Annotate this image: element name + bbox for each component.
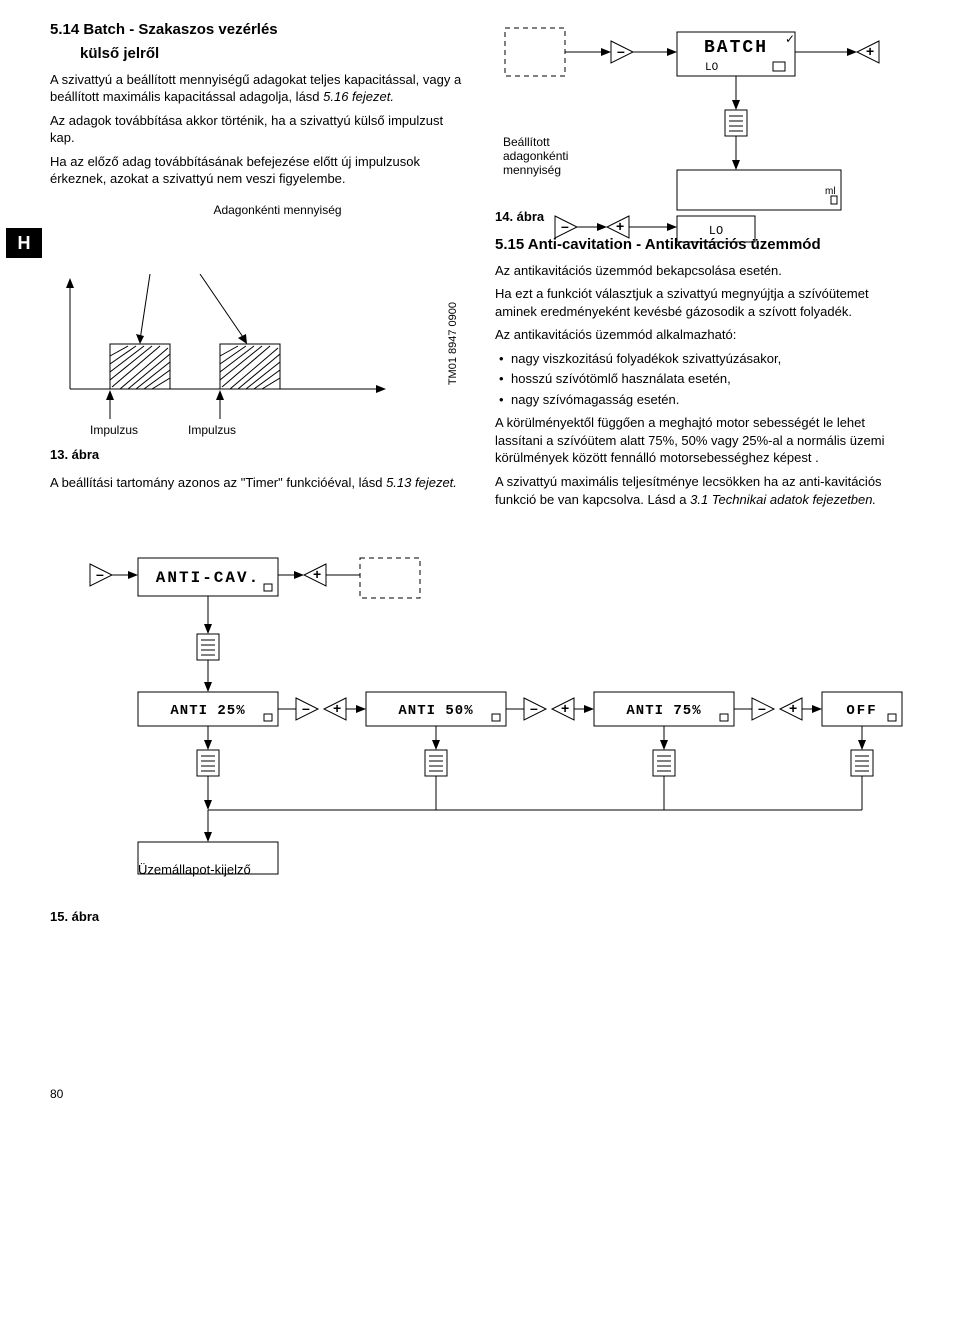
svg-text:–: –	[758, 700, 766, 716]
figure-15: – ANTI-CAV. + ANTI 25% – +	[50, 554, 910, 926]
svg-text:–: –	[96, 566, 104, 582]
ref-italic: 3.1 Technikai adatok fejezetben.	[690, 492, 876, 507]
svg-text:–: –	[561, 218, 569, 234]
para: Ha ezt a funkciót választjuk a szivattyú…	[495, 285, 910, 320]
subhead-text: 5.15 Anti-cavitation - Antikavitációs üz…	[495, 236, 821, 253]
svg-text:ml: ml	[825, 186, 836, 197]
columns: 5.14 Batch - Szakaszos vezérlés külső je…	[50, 20, 910, 514]
svg-text:–: –	[302, 700, 310, 716]
svg-text:–: –	[617, 43, 625, 59]
svg-text:+: +	[866, 43, 874, 59]
impulse-label: Impulzus	[188, 422, 236, 438]
svg-text:✓: ✓	[785, 32, 795, 46]
fig13-code: TM01 8947 0900	[446, 302, 461, 385]
ref-italic: 5.13 fejezet.	[386, 475, 457, 490]
svg-text:+: +	[313, 566, 321, 582]
svg-text:–: –	[530, 700, 538, 716]
fig13-chart	[50, 274, 390, 424]
list-item: nagy szívómagasság esetén.	[499, 391, 910, 409]
para: Az adagok továbbítása akkor történik, ha…	[50, 112, 465, 147]
left-column: 5.14 Batch - Szakaszos vezérlés külső je…	[50, 20, 465, 514]
list-item: nagy viszkozitású folyadékok szivattyúzá…	[499, 350, 910, 368]
svg-text:OFF: OFF	[846, 703, 877, 719]
page-number: 80	[50, 1086, 910, 1102]
bullet-list: nagy viszkozitású folyadékok szivattyúzá…	[495, 350, 910, 409]
section-subtitle: külső jelről	[50, 44, 465, 64]
right-column: – BATCH LO ✓ +	[495, 20, 910, 514]
impulse-label: Impulzus	[90, 422, 138, 438]
figure-14: – BATCH LO ✓ +	[495, 20, 910, 298]
lcd-batch-text: BATCH	[704, 38, 768, 58]
fig13-top-label: Adagonkénti mennyiség	[50, 202, 465, 218]
svg-text:+: +	[789, 700, 797, 716]
language-tab: H	[6, 228, 465, 258]
svg-text:+: +	[616, 218, 624, 234]
fig15-svg: – ANTI-CAV. + ANTI 25% – +	[50, 554, 910, 884]
list-item: hosszú szívótömlő használata esetén,	[499, 370, 910, 388]
text: A beállítási tartomány azonos az "Timer"…	[50, 475, 386, 490]
text: A szivattyú a beállított mennyiségű adag…	[50, 72, 461, 105]
svg-text:+: +	[333, 700, 341, 716]
section-title: 5.14 Batch - Szakaszos vezérlés	[50, 20, 465, 40]
svg-text:ANTI 75%: ANTI 75%	[626, 703, 701, 719]
para: A beállítási tartomány azonos az "Timer"…	[50, 474, 465, 492]
figure-13: TM01 8947 0900	[50, 264, 465, 424]
svg-text:ANTI 25%: ANTI 25%	[170, 703, 245, 719]
para: Az antikavitációs üzemmód bekapcsolása e…	[495, 262, 910, 280]
para: Ha az előző adag továbbításának befejezé…	[50, 153, 465, 188]
svg-text:+: +	[561, 700, 569, 716]
para: A körülményektől függően a meghajtó moto…	[495, 414, 910, 467]
fig-caption: 15. ábra	[50, 908, 910, 926]
language-tab-box: H	[6, 228, 42, 258]
para: A szivattyú a beállított mennyiségű adag…	[50, 71, 465, 106]
svg-text:LO: LO	[705, 62, 719, 74]
fig13-impulse-labels: Impulzus Impulzus	[50, 422, 465, 438]
para: Az antikavitációs üzemmód alkalmazható:	[495, 326, 910, 344]
para: A szivattyú maximális teljesítménye lecs…	[495, 473, 910, 508]
svg-text:ANTI 50%: ANTI 50%	[398, 703, 473, 719]
ref-italic: 5.16 fejezet.	[323, 89, 394, 104]
fig-caption: 13. ábra	[50, 446, 465, 464]
svg-text:ANTI-CAV.: ANTI-CAV.	[156, 569, 260, 587]
fig14-left-label: Beállított adagonkénti mennyiség	[503, 135, 593, 178]
